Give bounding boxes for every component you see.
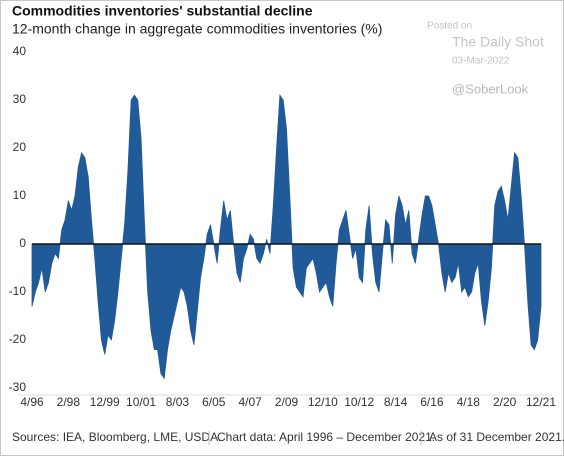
- y-tick-label: 40: [13, 44, 27, 58]
- watermark: @SoberLook: [452, 81, 529, 96]
- x-tick-label: 12/99: [90, 395, 120, 409]
- x-tick-label: 10/01: [126, 395, 156, 409]
- x-tick-label: 6/16: [420, 395, 444, 409]
- footer-note: Sources: IEA, Bloomberg, LME, USDA.: [12, 430, 221, 444]
- watermark: Posted on: [427, 21, 472, 32]
- chart-title: Commodities inventories' substantial dec…: [12, 3, 313, 19]
- y-tick-label: 0: [19, 236, 26, 250]
- footer-note: Chart data: April 1996 – December 2021.: [217, 430, 435, 444]
- y-tick-label: 20: [13, 140, 27, 154]
- x-tick-label: 4/07: [238, 395, 262, 409]
- x-tick-label: 2/20: [493, 395, 517, 409]
- x-tick-label: 12/10: [308, 395, 338, 409]
- x-tick-label: 2/98: [57, 395, 81, 409]
- y-tick-label: -10: [9, 284, 27, 298]
- x-tick-label: 4/96: [20, 395, 44, 409]
- area: [31, 94, 542, 380]
- x-tick-label: 6/05: [202, 395, 226, 409]
- x-tick-label: 12/21: [526, 395, 556, 409]
- chart-subtitle: 12-month change in aggregate commodities…: [12, 21, 382, 37]
- y-tick-label: -30: [9, 380, 27, 394]
- watermark: 03-Mar-2022: [452, 56, 510, 67]
- x-tick-label: 8/14: [384, 395, 408, 409]
- x-tick-label: 4/18: [457, 395, 481, 409]
- x-tick-label: 2/09: [275, 395, 299, 409]
- footer-note: As of 31 December 2021.: [429, 430, 564, 444]
- watermark: The Daily Shot: [452, 34, 544, 50]
- y-tick-label: 30: [13, 92, 27, 106]
- y-tick-label: 10: [13, 188, 27, 202]
- y-tick-label: -20: [9, 332, 27, 346]
- x-tick-label: 8/03: [166, 395, 190, 409]
- x-tick-label: 10/12: [344, 395, 374, 409]
